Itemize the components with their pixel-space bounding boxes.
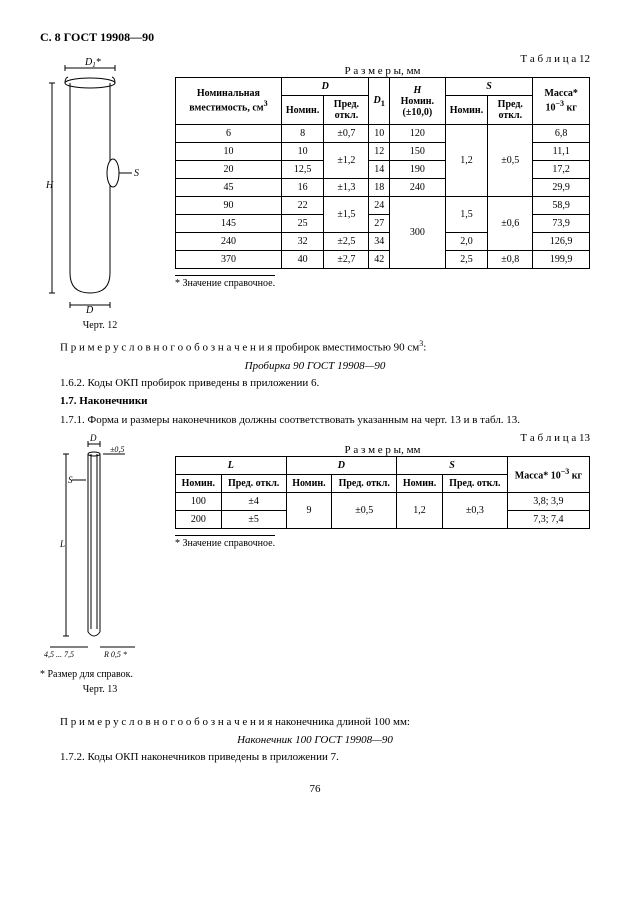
- d-label: D: [85, 305, 94, 313]
- table-12-label: Т а б л и ц а 12: [175, 53, 590, 65]
- table-12: Номинальная вместимость, см3 D D1 HНомин…: [175, 77, 590, 269]
- svg-text:S: S: [68, 475, 73, 485]
- page-header: С. 8 ГОСТ 19908—90: [40, 30, 590, 45]
- para-172: 1.7.2. Коды ОКП наконечников приведены в…: [40, 750, 590, 765]
- svg-text:4,5 ... 7,5: 4,5 ... 7,5: [44, 650, 74, 659]
- example-12-para: П р и м е р у с л о в н о г о о б о з н …: [40, 339, 590, 356]
- h-label: H: [45, 180, 54, 191]
- example-13-line: Наконечник 100 ГОСТ 19908—90: [40, 734, 590, 746]
- table-13-footnote: * Значение справочное.: [175, 535, 275, 549]
- para-171: 1.7.1. Форма и размеры наконечников долж…: [40, 413, 590, 428]
- svg-text:L: L: [59, 539, 65, 549]
- table-13-label: Т а б л и ц а 13: [175, 432, 590, 444]
- figure-12-caption: Черт. 12: [40, 320, 160, 331]
- example-13-para: П р и м е р у с л о в н о г о о б о з н …: [40, 715, 590, 730]
- table-13: L D S Масса* 10−3 кг Номин.Пред. откл. Н…: [175, 456, 590, 529]
- svg-text:±0,5: ±0,5: [110, 445, 124, 454]
- table-12-footnote: * Значение справочное.: [175, 275, 275, 289]
- section-17: 1.7. Наконечники: [40, 394, 590, 409]
- table-13-subtitle: Р а з м е р ы, мм: [175, 444, 590, 456]
- d1-label: D1*: [84, 57, 101, 69]
- page-number: 76: [40, 783, 590, 795]
- figure-12: D1* S H D Черт. 12: [40, 53, 160, 335]
- example-12-line: Пробирка 90 ГОСТ 19908—90: [40, 360, 590, 372]
- svg-text:R 0,5 *: R 0,5 *: [103, 650, 127, 659]
- figure-13-note: * Размер для справок.: [40, 669, 160, 680]
- svg-text:D: D: [89, 433, 97, 443]
- s-label: S: [134, 168, 139, 179]
- figure-13-caption: Черт. 13: [40, 684, 160, 695]
- para-162: 1.6.2. Коды ОКП пробирок приведены в при…: [40, 376, 590, 391]
- figure-13: D ±0,5 S L 4,5 ... 7,5 R 0,5 * * Размер …: [40, 432, 160, 699]
- table-12-subtitle: Р а з м е р ы, мм: [175, 65, 590, 77]
